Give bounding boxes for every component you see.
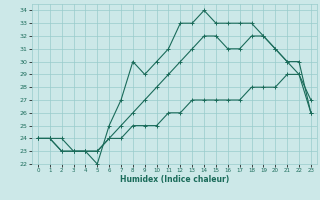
X-axis label: Humidex (Indice chaleur): Humidex (Indice chaleur) <box>120 175 229 184</box>
